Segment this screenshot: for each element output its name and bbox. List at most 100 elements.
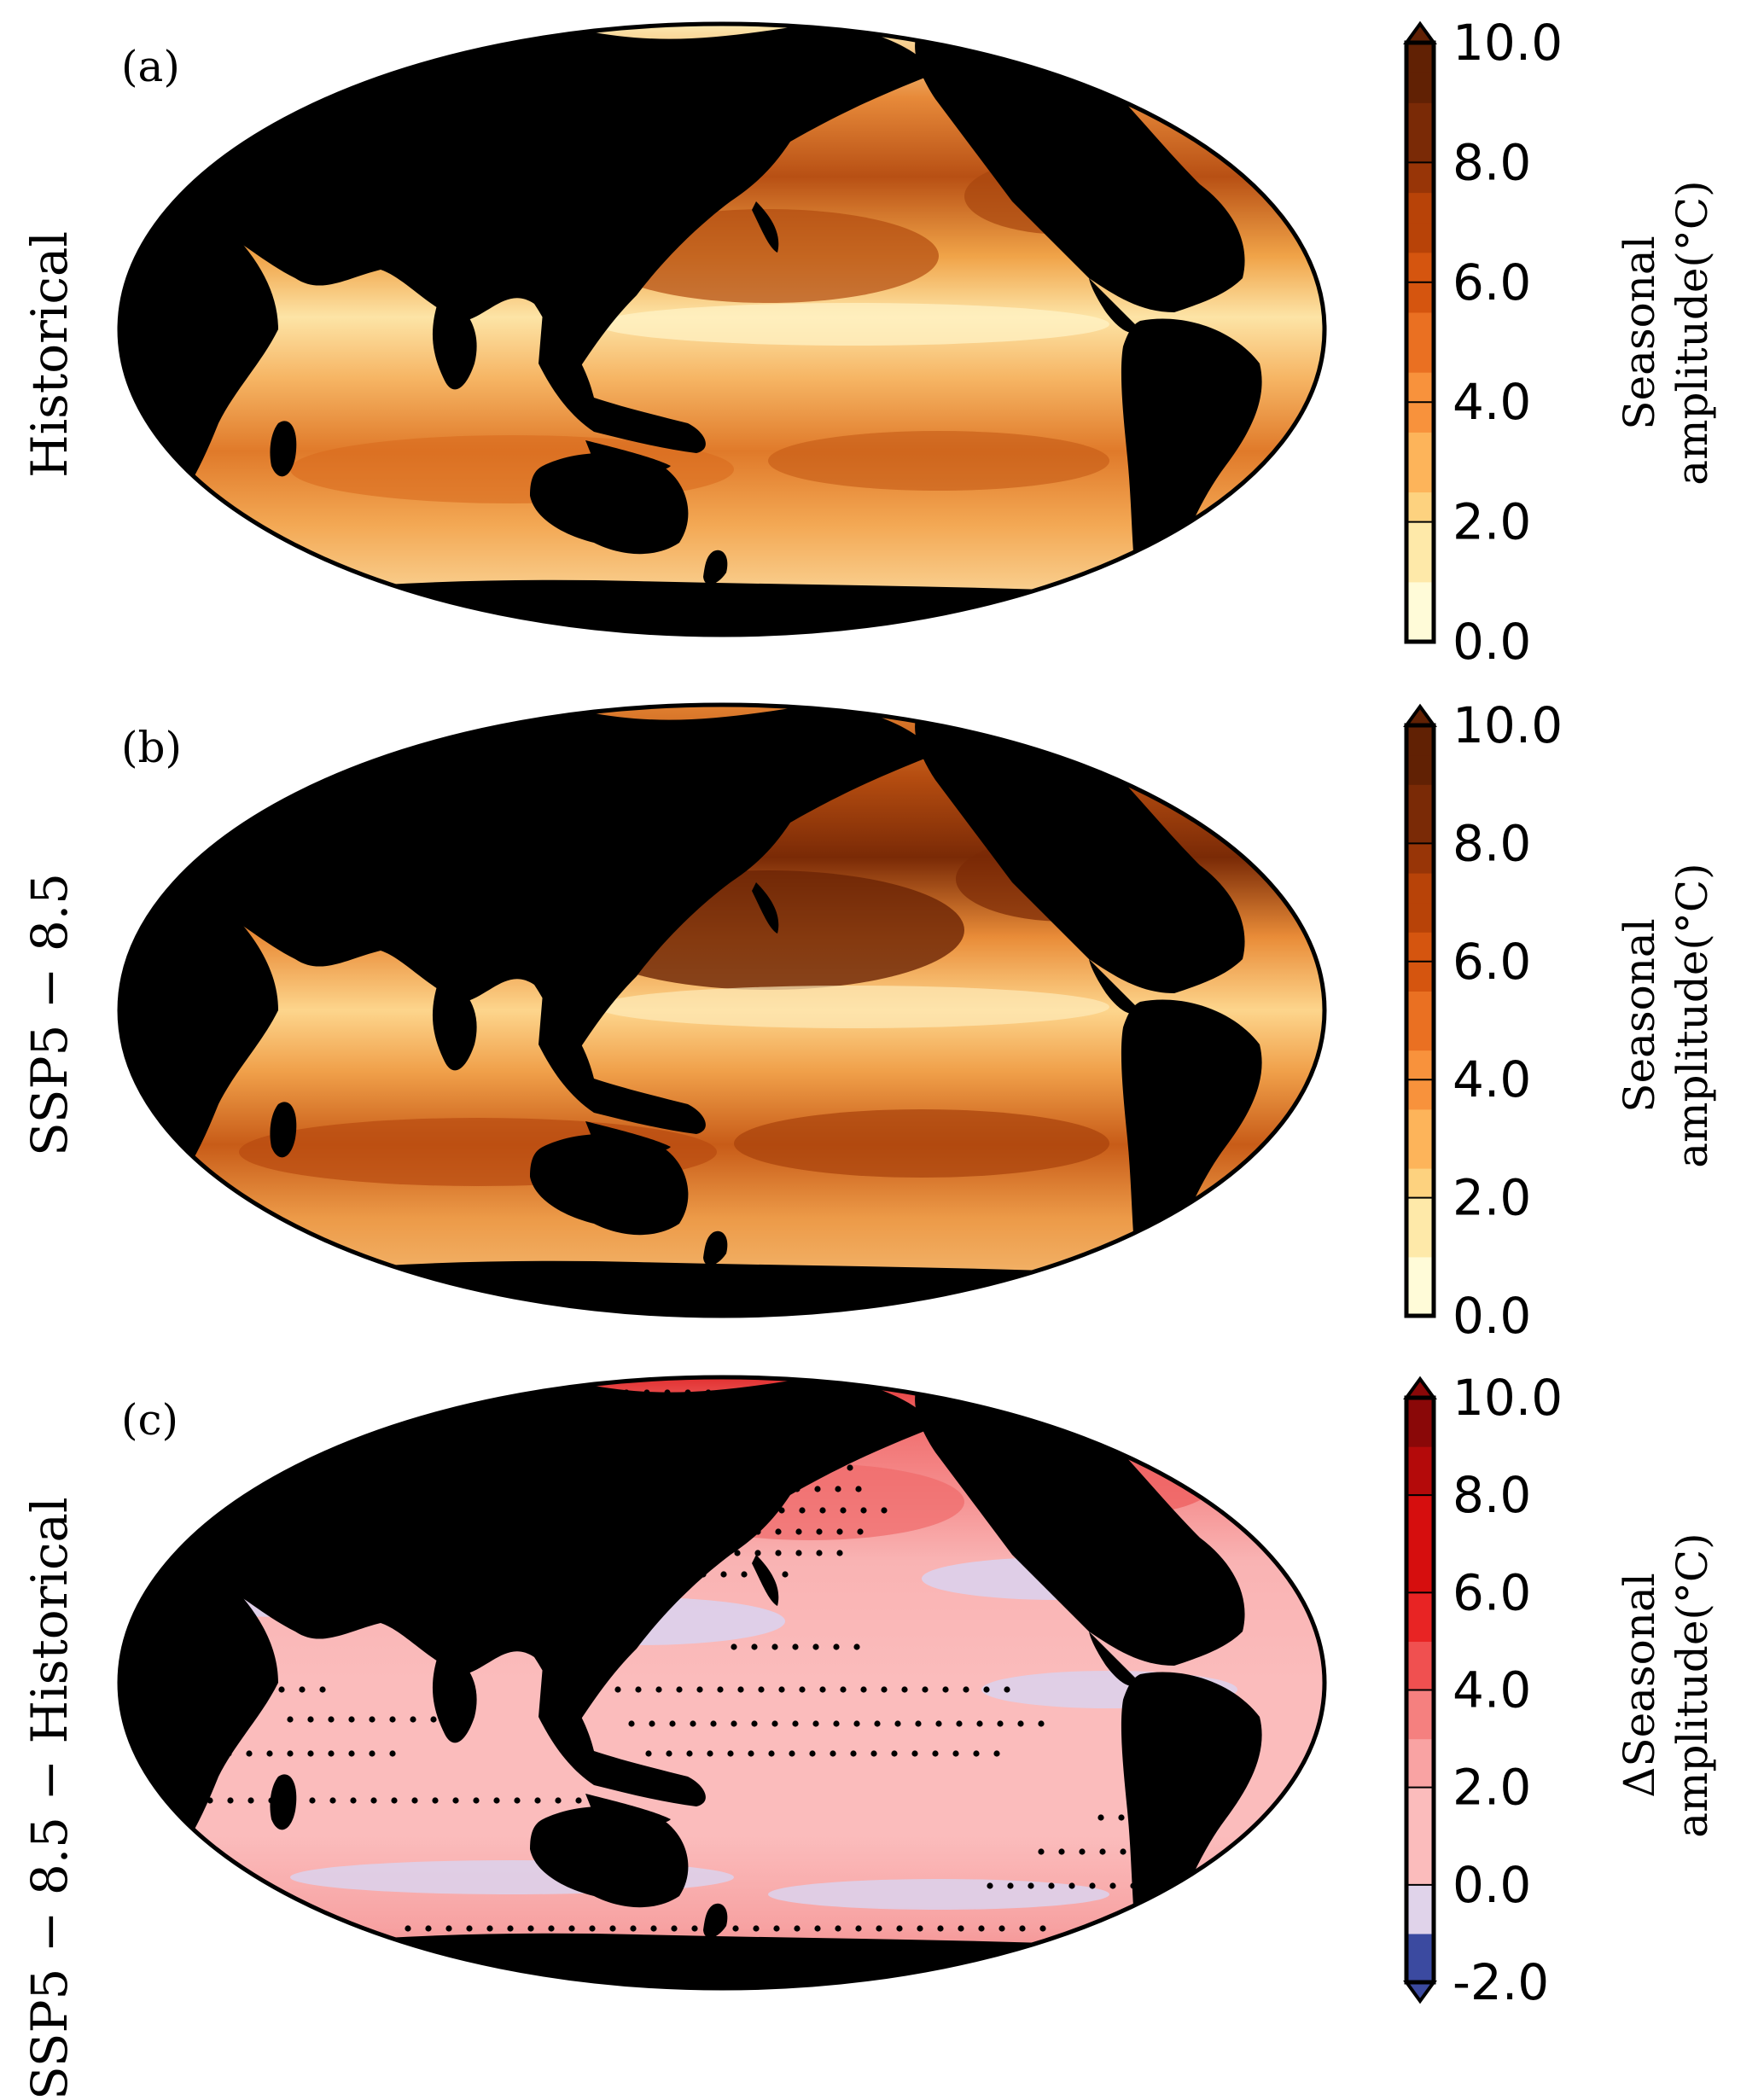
colorbar-segment [1406,1933,1434,1983]
colorbar-tick-label: 8.0 [1453,133,1531,191]
stipple-dot [543,1946,550,1953]
stipple-dot [731,1720,737,1727]
stipple-dot [748,1946,754,1953]
colorbar-tick-label: 8.0 [1453,1466,1531,1524]
stipple-dot [997,1720,1004,1727]
stipple-dot [746,1389,753,1396]
stipple-dot [806,1464,812,1471]
stipple-dot [712,1486,719,1492]
stipple-dot [942,1686,949,1693]
colorbar-segment [1406,902,1434,933]
stipple-dot [799,1507,806,1514]
stipple-dot [765,1464,771,1471]
colorbar-tick-label: 4.0 [1453,1661,1531,1719]
colorbar-segment [1406,1286,1434,1317]
stipple-dot [708,1423,715,1430]
stipple-dot [524,1423,531,1430]
stipple-dot [917,1925,923,1932]
stipple-dot [544,1423,551,1430]
stipple-dot [812,1720,819,1727]
colorbar-segment [1406,222,1434,253]
stipple-dot [790,1423,797,1430]
stipple-dot [768,1946,775,1953]
stipple-dot [606,1423,613,1430]
stipple-dot [389,1750,396,1757]
stipple-dot [452,1797,459,1804]
stipple-dot [246,1750,253,1757]
stipple-dot [563,1946,570,1953]
stipple-dot [1120,1848,1127,1855]
stipple-dot [855,1486,862,1492]
stipple-dot [217,1686,224,1693]
stipple-dot [650,1925,657,1932]
stipple-dot [534,1797,541,1804]
colorbar-segment [1406,1021,1434,1051]
stipple-dot [874,1720,881,1727]
stipple-dot [184,1750,191,1757]
stipple-dot [1079,1848,1086,1855]
stipple-dot [773,1486,780,1492]
stipple-dot [831,1423,838,1430]
stipple-dot [830,1946,836,1953]
map-panel-a: (a) [117,21,1327,637]
stipple-dot [348,1716,355,1723]
stipple-dot [710,1720,717,1727]
colorbar-segment [1406,991,1434,1021]
stipple-dot [1179,1814,1186,1821]
stipple-dot [410,1716,416,1723]
colorbar-segment [1406,754,1434,785]
panel-tag-b: (b) [121,723,182,772]
stipple-dot [935,1720,942,1727]
stipple-dot [758,1406,765,1413]
colorbar-tick-label: 6.0 [1453,253,1531,311]
stipple-dot [430,1716,437,1723]
stipple-dot [625,1946,632,1953]
stipple-dot [794,1925,800,1932]
stipple-dot [609,1925,616,1932]
stipple-dot [932,1946,939,1953]
stipple-dot [954,1423,961,1430]
stipple-dot [881,1406,888,1413]
stipple-dot [1068,1882,1075,1889]
stipple-dot [896,1925,903,1932]
colorbar-segment [1406,1446,1434,1496]
stipple-dot [789,1946,795,1953]
stipple-dot [655,1686,662,1693]
stipple-dot [727,1946,734,1953]
stipple-dot [853,1720,860,1727]
colorbar-tick-label: 6.0 [1453,933,1531,991]
stipple-dot [913,1423,920,1430]
stipple-dot [881,1686,888,1693]
colorbar-segment [1406,492,1434,523]
map-panel-b: (b) [117,702,1327,1318]
stipple-dot [717,1686,724,1693]
stipple-dot [807,1389,814,1396]
stipple-dot [666,1750,672,1757]
stipple-dot [773,1925,780,1932]
colorbar-segment [1406,1690,1434,1740]
stipple-dot [643,1389,650,1396]
significance-stipple [176,1389,1188,1953]
stipple-dot [278,1686,285,1693]
stipple-dot [713,1550,720,1556]
stipple-dot [778,1507,785,1514]
colorbar-tick-label: 0.0 [1453,613,1531,671]
stipple-dot [584,1946,591,1953]
stipple-dot [860,1406,867,1413]
stipple-dot [1118,1814,1125,1821]
colorbar-segment [1406,311,1434,343]
stipple-dot [391,1797,398,1804]
stipple-dot [585,1423,592,1430]
stipple-dot [1004,1686,1010,1693]
colorbar-segment [1406,1592,1434,1643]
stipple-dot [348,1750,355,1757]
stipple-dot [626,1423,633,1430]
stipple-dot [915,1720,922,1727]
colorbar-a: 10.0 8.0 6.0 4.0 2.0 0.0 [1403,14,1563,671]
stipple-dot [329,1797,336,1804]
stipple-dot [840,1686,847,1693]
stipple-dot [493,1797,500,1804]
stipple-dot [696,1686,703,1693]
row-label-historical: Historical [20,231,79,478]
row-label-difference: SSP5 − 8.5 − Historical [20,1497,79,2100]
